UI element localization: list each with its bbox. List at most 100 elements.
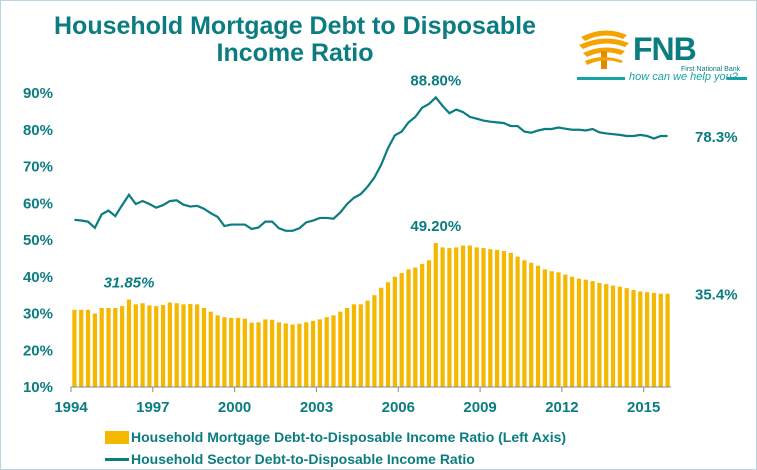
bar bbox=[535, 265, 541, 387]
bar bbox=[658, 293, 663, 387]
data-label: 35.4% bbox=[695, 287, 738, 304]
bar bbox=[126, 299, 132, 387]
y-tick-label: 60% bbox=[23, 195, 53, 212]
bar bbox=[385, 282, 391, 387]
bar bbox=[297, 323, 302, 387]
bar bbox=[515, 256, 520, 387]
x-tick-label: 2015 bbox=[627, 399, 660, 416]
bar bbox=[501, 251, 507, 387]
x-tick-label: 2003 bbox=[300, 399, 333, 416]
legend-swatch-bar bbox=[105, 430, 129, 444]
bar bbox=[324, 317, 329, 387]
line-series bbox=[74, 95, 668, 232]
bar bbox=[474, 247, 479, 387]
bar bbox=[242, 318, 247, 387]
legend-item-line: Household Sector Debt-to-Disposable Inco… bbox=[105, 451, 475, 467]
y-tick-label: 50% bbox=[23, 232, 53, 249]
bar bbox=[624, 288, 629, 387]
bar bbox=[331, 315, 336, 387]
bar bbox=[140, 303, 145, 387]
bar bbox=[263, 319, 268, 387]
bar bbox=[426, 260, 432, 387]
bar bbox=[467, 245, 472, 387]
bar bbox=[249, 322, 254, 387]
bar bbox=[222, 317, 227, 387]
bar bbox=[310, 320, 316, 387]
logo-subtitle: First National Bank bbox=[681, 66, 741, 73]
bar bbox=[460, 245, 466, 387]
x-tick-label: 2000 bbox=[218, 399, 251, 416]
bar bbox=[597, 283, 602, 387]
bar bbox=[379, 287, 384, 387]
bar bbox=[495, 249, 500, 387]
bar bbox=[617, 286, 622, 387]
bar bbox=[99, 307, 104, 387]
bar bbox=[195, 304, 200, 387]
bar bbox=[120, 306, 125, 387]
x-tick-label: 1994 bbox=[54, 399, 88, 416]
bar bbox=[576, 278, 582, 387]
bar bbox=[365, 300, 370, 387]
bar bbox=[270, 319, 275, 387]
bar bbox=[92, 313, 97, 387]
bar bbox=[201, 307, 207, 387]
bar bbox=[488, 249, 493, 387]
legend-swatch-line bbox=[105, 457, 129, 461]
bar bbox=[181, 304, 186, 387]
bar bbox=[610, 285, 616, 387]
y-tick-label: 20% bbox=[23, 342, 53, 359]
bar bbox=[72, 309, 77, 387]
x-tick-label: 2012 bbox=[545, 399, 578, 416]
y-tick-label: 70% bbox=[23, 159, 53, 176]
y-axis-ticks: 10% 20% 30% 40% 50% 60% 70% 80% 90% bbox=[23, 85, 53, 396]
logo-bar-left bbox=[577, 77, 625, 80]
bar bbox=[447, 248, 452, 387]
bar bbox=[215, 315, 220, 387]
bar bbox=[413, 267, 418, 387]
tree-logo-icon bbox=[579, 30, 629, 69]
bar bbox=[106, 307, 111, 387]
bar bbox=[188, 303, 193, 387]
y-tick-label: 30% bbox=[23, 306, 53, 323]
bar bbox=[570, 276, 575, 387]
bar bbox=[167, 302, 172, 387]
bar bbox=[290, 324, 295, 387]
bar bbox=[174, 303, 179, 387]
bar bbox=[549, 271, 554, 387]
bar bbox=[351, 304, 357, 387]
bar bbox=[113, 307, 118, 387]
bar bbox=[590, 281, 595, 387]
data-label: 49.20% bbox=[410, 218, 461, 235]
bar bbox=[542, 269, 547, 387]
bar bbox=[399, 273, 404, 387]
bar bbox=[283, 323, 288, 387]
legend-label-bars: Household Mortgage Debt-to-Disposable In… bbox=[131, 429, 567, 445]
y-tick-label: 80% bbox=[23, 122, 53, 139]
bar bbox=[392, 276, 397, 387]
bar bbox=[433, 242, 438, 387]
chart-title: Household Mortgage Debt to Disposable In… bbox=[54, 12, 536, 67]
y-tick-label: 10% bbox=[23, 379, 53, 396]
bar bbox=[638, 291, 643, 387]
logo-tagline: how can we help you? bbox=[629, 71, 738, 83]
bar bbox=[229, 317, 234, 387]
bar bbox=[276, 322, 282, 387]
x-tick-label: 2006 bbox=[382, 399, 415, 416]
logo-bar-right bbox=[727, 77, 747, 80]
legend-label-line: Household Sector Debt-to-Disposable Inco… bbox=[131, 451, 475, 467]
bar bbox=[358, 304, 363, 387]
data-label: 88.80% bbox=[410, 72, 461, 89]
bar bbox=[583, 279, 588, 387]
fnb-logo: FNB First National Bank how can we help … bbox=[577, 23, 747, 95]
bar bbox=[154, 306, 159, 387]
bar bbox=[147, 305, 152, 387]
bar bbox=[522, 260, 527, 387]
bar bbox=[372, 295, 377, 388]
bar bbox=[604, 284, 609, 387]
bar bbox=[79, 309, 84, 387]
bar bbox=[85, 309, 91, 387]
x-tick-label: 1997 bbox=[136, 399, 169, 416]
bar bbox=[208, 311, 213, 387]
